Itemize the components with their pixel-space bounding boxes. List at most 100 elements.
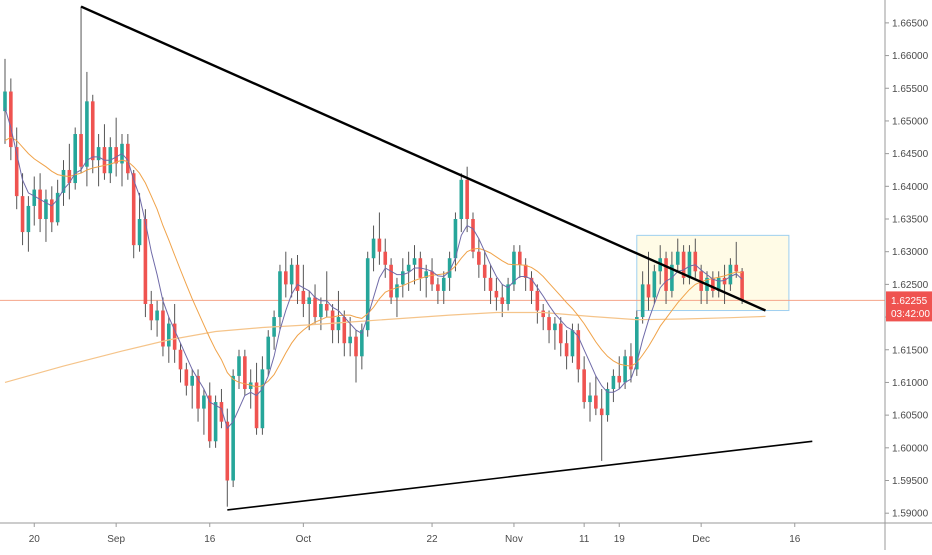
candle[interactable] [284, 251, 288, 298]
candle[interactable] [96, 134, 101, 187]
candle[interactable] [576, 323, 581, 383]
candle[interactable] [319, 297, 323, 331]
candle[interactable] [471, 212, 475, 259]
candle[interactable] [155, 300, 159, 337]
candle[interactable] [38, 173, 42, 233]
candle[interactable] [207, 382, 212, 448]
candle[interactable] [716, 271, 721, 298]
candle[interactable] [202, 388, 206, 435]
candle[interactable] [482, 251, 487, 291]
candle[interactable] [143, 209, 148, 318]
candle[interactable] [611, 369, 616, 403]
candle[interactable] [131, 169, 136, 259]
candle[interactable] [377, 212, 382, 265]
candle[interactable] [307, 290, 311, 331]
candle[interactable] [518, 245, 522, 278]
candle[interactable] [588, 382, 592, 422]
candle[interactable] [401, 258, 405, 298]
candle[interactable] [500, 284, 505, 318]
candle[interactable] [266, 330, 271, 376]
candle[interactable] [137, 192, 142, 252]
candle[interactable] [728, 258, 733, 291]
candle[interactable] [681, 245, 686, 285]
candle[interactable] [354, 330, 358, 383]
candle[interactable] [506, 277, 510, 311]
candle[interactable] [594, 375, 598, 416]
candle[interactable] [430, 258, 434, 291]
candle[interactable] [629, 343, 633, 383]
candle[interactable] [389, 258, 393, 304]
candle[interactable] [424, 264, 428, 298]
candle[interactable] [243, 349, 247, 396]
candle[interactable] [564, 330, 569, 370]
candle[interactable] [44, 189, 48, 242]
candle[interactable] [512, 245, 516, 291]
candle[interactable] [412, 245, 417, 285]
candle[interactable] [722, 264, 727, 304]
candle[interactable] [61, 160, 66, 206]
candle[interactable] [605, 382, 610, 422]
candle[interactable] [3, 58, 7, 144]
resistance-trendline[interactable] [80, 5, 766, 312]
candle[interactable] [711, 271, 715, 298]
candle[interactable] [289, 258, 294, 298]
candle[interactable] [523, 258, 528, 291]
candle[interactable] [260, 356, 265, 435]
candle[interactable] [365, 251, 370, 337]
candle[interactable] [459, 173, 464, 233]
candle[interactable] [272, 310, 276, 350]
candles-layer[interactable] [3, 6, 744, 507]
candle[interactable] [67, 143, 72, 200]
candle[interactable] [541, 303, 545, 331]
candle[interactable] [675, 238, 680, 272]
candle[interactable] [231, 369, 235, 488]
candle[interactable] [383, 238, 388, 278]
candle[interactable] [225, 408, 230, 507]
candle[interactable] [640, 271, 645, 324]
candle[interactable] [114, 117, 118, 177]
candle[interactable] [652, 264, 657, 304]
candle[interactable] [190, 369, 194, 409]
candle[interactable] [371, 225, 376, 272]
candle[interactable] [161, 297, 165, 357]
candle[interactable] [740, 268, 744, 304]
candle[interactable] [20, 173, 25, 246]
candle[interactable] [635, 310, 639, 376]
candle[interactable] [213, 395, 218, 448]
candle[interactable] [406, 251, 411, 291]
candle[interactable] [295, 254, 300, 304]
candle[interactable] [178, 343, 183, 383]
candle[interactable] [90, 94, 95, 174]
candle[interactable] [535, 284, 540, 324]
candle[interactable] [26, 196, 31, 252]
candle[interactable] [529, 271, 534, 304]
candle[interactable] [324, 271, 329, 318]
candle[interactable] [558, 317, 563, 357]
candle[interactable] [55, 179, 60, 226]
candle[interactable] [599, 388, 604, 461]
candle[interactable] [172, 303, 177, 363]
candle[interactable] [418, 251, 423, 291]
candle[interactable] [547, 310, 551, 344]
candle[interactable] [102, 124, 107, 180]
candle[interactable] [301, 264, 306, 318]
candle[interactable] [196, 369, 200, 422]
candle[interactable] [32, 176, 37, 226]
support-trendline[interactable] [227, 440, 813, 511]
candle[interactable] [582, 356, 586, 409]
candle[interactable] [9, 78, 13, 161]
candle[interactable] [126, 134, 130, 180]
candle[interactable] [278, 264, 282, 331]
candle[interactable] [693, 238, 698, 278]
candle[interactable] [254, 362, 259, 435]
candle[interactable] [553, 317, 557, 350]
candle[interactable] [360, 323, 364, 370]
candle[interactable] [73, 127, 77, 190]
candle[interactable] [248, 369, 253, 409]
candle[interactable] [342, 310, 347, 357]
candle[interactable] [646, 251, 651, 311]
candle[interactable] [494, 277, 499, 311]
candle[interactable] [336, 290, 341, 344]
candle[interactable] [488, 264, 493, 304]
